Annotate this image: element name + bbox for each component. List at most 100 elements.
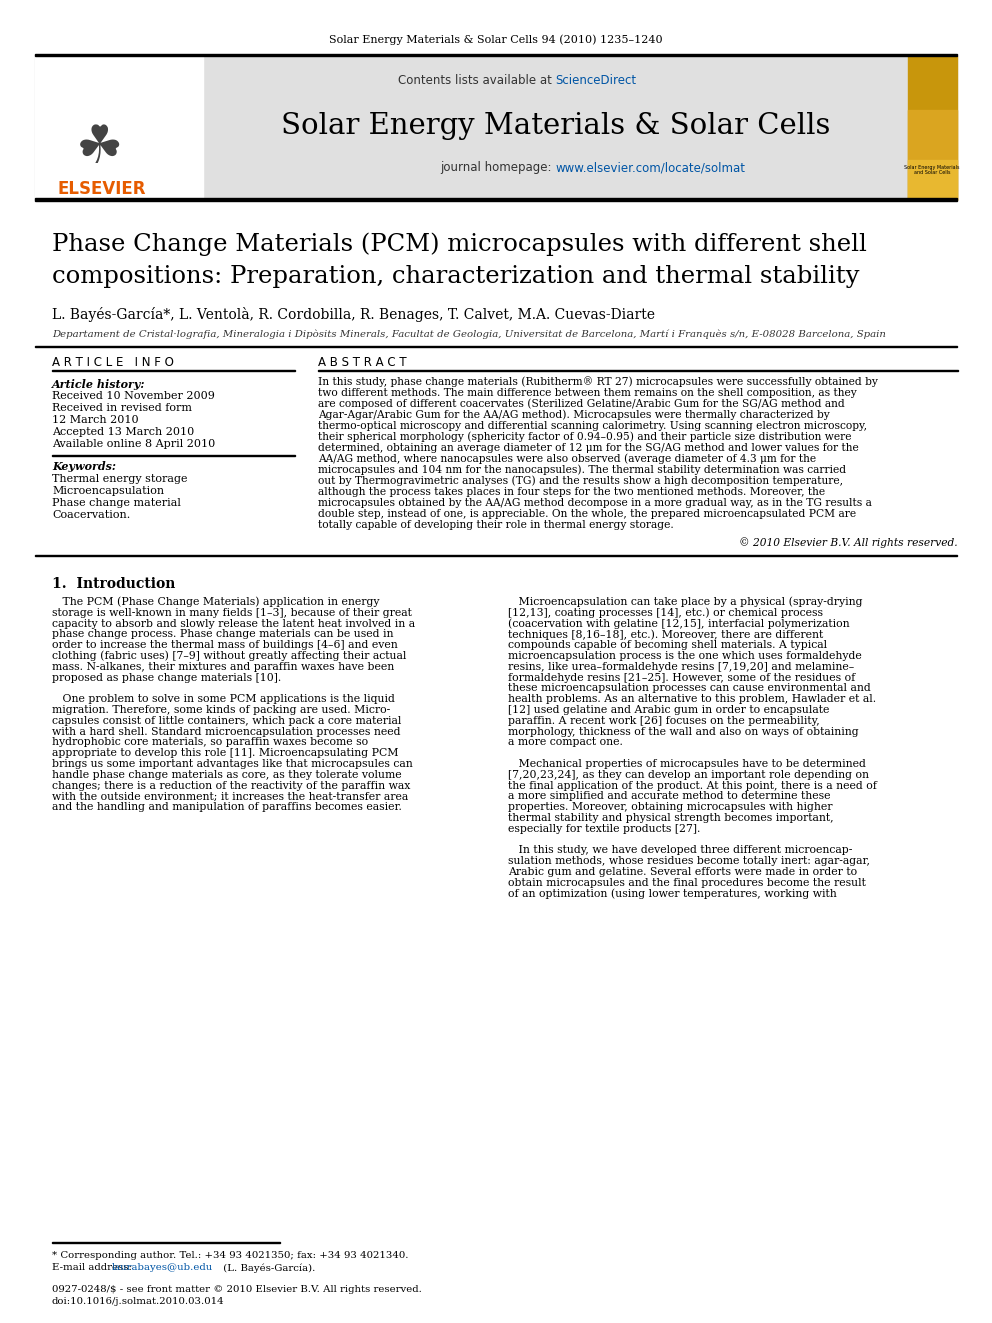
Text: Mechanical properties of microcapsules have to be determined: Mechanical properties of microcapsules h… <box>508 759 866 769</box>
Text: sulation methods, whose residues become totally inert: agar-agar,: sulation methods, whose residues become … <box>508 856 870 867</box>
Text: In this study, we have developed three different microencap-: In this study, we have developed three d… <box>508 845 852 856</box>
Text: (coacervation with gelatine [12,15], interfacial polymerization: (coacervation with gelatine [12,15], int… <box>508 618 849 628</box>
Text: Keywords:: Keywords: <box>52 462 116 472</box>
Bar <box>908 56 957 200</box>
Text: Departament de Cristal·lografia, Mineralogia i Dipòsits Minerals, Facultat de Ge: Departament de Cristal·lografia, Mineral… <box>52 329 886 339</box>
Bar <box>35 53 957 56</box>
Text: L. Bayés-García*, L. Ventolà, R. Cordobilla, R. Benages, T. Calvet, M.A. Cuevas-: L. Bayés-García*, L. Ventolà, R. Cordobi… <box>52 307 655 321</box>
Text: proposed as phase change materials [10].: proposed as phase change materials [10]. <box>52 672 282 683</box>
Bar <box>908 160 957 200</box>
Text: [7,20,23,24], as they can develop an important role depending on: [7,20,23,24], as they can develop an imp… <box>508 770 869 779</box>
Text: two different methods. The main difference between them remains on the shell com: two different methods. The main differen… <box>318 388 857 398</box>
Text: double step, instead of one, is appreciable. On the whole, the prepared microenc: double step, instead of one, is apprecia… <box>318 509 856 519</box>
Text: In this study, phase change materials (Rubitherm® RT 27) microcapsules were succ: In this study, phase change materials (R… <box>318 377 878 388</box>
Text: Solar Energy Materials & Solar Cells 94 (2010) 1235–1240: Solar Energy Materials & Solar Cells 94 … <box>329 34 663 45</box>
Text: microcapsules obtained by the AA/AG method decompose in a more gradual way, as i: microcapsules obtained by the AA/AG meth… <box>318 497 872 508</box>
Text: ELSEVIER: ELSEVIER <box>58 180 146 198</box>
Text: capsules consist of little containers, which pack a core material: capsules consist of little containers, w… <box>52 716 402 726</box>
Bar <box>35 56 203 200</box>
Text: Received 10 November 2009: Received 10 November 2009 <box>52 392 215 401</box>
Text: Solar Energy Materials & Solar Cells: Solar Energy Materials & Solar Cells <box>281 112 830 140</box>
Text: hydrophobic core materials, so paraffin waxes become so: hydrophobic core materials, so paraffin … <box>52 737 368 747</box>
Text: although the process takes places in four steps for the two mentioned methods. M: although the process takes places in fou… <box>318 487 825 497</box>
Bar <box>908 110 957 200</box>
Text: laurabayes@ub.edu: laurabayes@ub.edu <box>112 1263 213 1273</box>
Text: Available online 8 April 2010: Available online 8 April 2010 <box>52 439 215 448</box>
Text: Thermal energy storage: Thermal energy storage <box>52 474 187 484</box>
Text: One problem to solve in some PCM applications is the liquid: One problem to solve in some PCM applica… <box>52 695 395 704</box>
Text: AA/AG method, where nanocapsules were also observed (average diameter of 4.3 μm : AA/AG method, where nanocapsules were al… <box>318 454 816 464</box>
Text: morphology, thickness of the wall and also on ways of obtaining: morphology, thickness of the wall and al… <box>508 726 859 737</box>
Text: a more compact one.: a more compact one. <box>508 737 623 747</box>
Text: Agar-Agar/Arabic Gum for the AA/AG method). Microcapsules were thermally charact: Agar-Agar/Arabic Gum for the AA/AG metho… <box>318 410 829 421</box>
Text: 1.  Introduction: 1. Introduction <box>52 577 176 591</box>
Text: Solar Energy Materials
and Solar Cells: Solar Energy Materials and Solar Cells <box>905 164 959 176</box>
Bar <box>35 197 957 201</box>
Text: Accepted 13 March 2010: Accepted 13 March 2010 <box>52 427 194 437</box>
Text: of an optimization (using lower temperatures, working with: of an optimization (using lower temperat… <box>508 888 836 898</box>
Text: journal homepage:: journal homepage: <box>440 161 556 175</box>
Text: © 2010 Elsevier B.V. All rights reserved.: © 2010 Elsevier B.V. All rights reserved… <box>739 537 958 549</box>
Text: determined, obtaining an average diameter of 12 μm for the SG/AG method and lowe: determined, obtaining an average diamete… <box>318 443 859 452</box>
Text: migration. Therefore, some kinds of packing are used. Micro-: migration. Therefore, some kinds of pack… <box>52 705 390 714</box>
Text: properties. Moreover, obtaining microcapsules with higher: properties. Moreover, obtaining microcap… <box>508 802 832 812</box>
Text: Coacervation.: Coacervation. <box>52 509 130 520</box>
Text: ScienceDirect: ScienceDirect <box>556 74 637 86</box>
Text: out by Thermogravimetric analyses (TG) and the results show a high decomposition: out by Thermogravimetric analyses (TG) a… <box>318 476 843 487</box>
Text: with the outside environment; it increases the heat-transfer area: with the outside environment; it increas… <box>52 791 409 802</box>
Text: Arabic gum and gelatine. Several efforts were made in order to: Arabic gum and gelatine. Several efforts… <box>508 867 857 877</box>
Text: A B S T R A C T: A B S T R A C T <box>318 356 407 369</box>
Text: Microencapsulation: Microencapsulation <box>52 486 164 496</box>
Text: order to increase the thermal mass of buildings [4–6] and even: order to increase the thermal mass of bu… <box>52 640 398 650</box>
Text: clothing (fabric uses) [7–9] without greatly affecting their actual: clothing (fabric uses) [7–9] without gre… <box>52 651 407 662</box>
Text: Received in revised form: Received in revised form <box>52 404 192 413</box>
Text: Phase change material: Phase change material <box>52 497 181 508</box>
Text: Phase Change Materials (PCM) microcapsules with different shell: Phase Change Materials (PCM) microcapsul… <box>52 233 867 255</box>
Text: * Corresponding author. Tel.: +34 93 4021350; fax: +34 93 4021340.: * Corresponding author. Tel.: +34 93 402… <box>52 1252 409 1261</box>
Text: obtain microcapsules and the final procedures become the result: obtain microcapsules and the final proce… <box>508 877 866 888</box>
Text: Article history:: Article history: <box>52 378 146 389</box>
Text: brings us some important advantages like that microcapsules can: brings us some important advantages like… <box>52 759 413 769</box>
Text: compounds capable of becoming shell materials. A typical: compounds capable of becoming shell mate… <box>508 640 827 650</box>
Text: appropriate to develop this role [11]. Microencapsulating PCM: appropriate to develop this role [11]. M… <box>52 749 399 758</box>
Text: The PCM (Phase Change Materials) application in energy: The PCM (Phase Change Materials) applica… <box>52 597 380 607</box>
Text: 12 March 2010: 12 March 2010 <box>52 415 139 425</box>
Text: health problems. As an alternative to this problem, Hawlader et al.: health problems. As an alternative to th… <box>508 695 876 704</box>
Text: Contents lists available at: Contents lists available at <box>398 74 556 86</box>
Text: changes; there is a reduction of the reactivity of the paraffin wax: changes; there is a reduction of the rea… <box>52 781 411 791</box>
Text: especially for textile products [27].: especially for textile products [27]. <box>508 824 700 833</box>
Text: and the handling and manipulation of paraffins becomes easier.: and the handling and manipulation of par… <box>52 802 402 812</box>
Text: techniques [8,16–18], etc.). Moreover, there are different: techniques [8,16–18], etc.). Moreover, t… <box>508 630 823 640</box>
Text: thermo-optical microscopy and differential scanning calorimetry. Using scanning : thermo-optical microscopy and differenti… <box>318 421 867 431</box>
Text: [12,13], coating processes [14], etc.) or chemical process: [12,13], coating processes [14], etc.) o… <box>508 607 823 618</box>
Text: resins, like urea–formaldehyde resins [7,19,20] and melamine–: resins, like urea–formaldehyde resins [7… <box>508 662 854 672</box>
Text: www.elsevier.com/locate/solmat: www.elsevier.com/locate/solmat <box>556 161 746 175</box>
Text: 0927-0248/$ - see front matter © 2010 Elsevier B.V. All rights reserved.: 0927-0248/$ - see front matter © 2010 El… <box>52 1286 422 1294</box>
Text: microcapsules and 104 nm for the nanocapsules). The thermal stability determinat: microcapsules and 104 nm for the nanocap… <box>318 464 846 475</box>
Text: (L. Bayés-García).: (L. Bayés-García). <box>220 1263 315 1273</box>
Text: formaldehyde resins [21–25]. However, some of the residues of: formaldehyde resins [21–25]. However, so… <box>508 672 855 683</box>
Text: handle phase change materials as core, as they tolerate volume: handle phase change materials as core, a… <box>52 770 402 779</box>
Text: with a hard shell. Standard microencapsulation processes need: with a hard shell. Standard microencapsu… <box>52 726 401 737</box>
Text: microencapsulation process is the one which uses formaldehyde: microencapsulation process is the one wh… <box>508 651 862 662</box>
Text: compositions: Preparation, characterization and thermal stability: compositions: Preparation, characterizat… <box>52 266 859 288</box>
Text: ☘: ☘ <box>76 122 124 175</box>
Text: totally capable of developing their role in thermal energy storage.: totally capable of developing their role… <box>318 520 674 531</box>
Text: phase change process. Phase change materials can be used in: phase change process. Phase change mater… <box>52 630 394 639</box>
Text: the final application of the product. At this point, there is a need of: the final application of the product. At… <box>508 781 877 791</box>
Text: [12] used gelatine and Arabic gum in order to encapsulate: [12] used gelatine and Arabic gum in ord… <box>508 705 829 714</box>
Text: A R T I C L E   I N F O: A R T I C L E I N F O <box>52 356 174 369</box>
Text: storage is well-known in many fields [1–3], because of their great: storage is well-known in many fields [1–… <box>52 607 412 618</box>
Text: thermal stability and physical strength becomes important,: thermal stability and physical strength … <box>508 814 833 823</box>
Text: paraffin. A recent work [26] focuses on the permeability,: paraffin. A recent work [26] focuses on … <box>508 716 819 726</box>
Bar <box>35 56 957 200</box>
Text: Microencapsulation can take place by a physical (spray-drying: Microencapsulation can take place by a p… <box>508 597 862 607</box>
Text: these microencapsulation processes can cause environmental and: these microencapsulation processes can c… <box>508 684 871 693</box>
Text: E-mail address:: E-mail address: <box>52 1263 135 1273</box>
Text: are composed of different coacervates (Sterilized Gelatine/Arabic Gum for the SG: are composed of different coacervates (S… <box>318 398 845 409</box>
Text: a more simplified and accurate method to determine these: a more simplified and accurate method to… <box>508 791 830 802</box>
Text: mass. N-alkanes, their mixtures and paraffin waxes have been: mass. N-alkanes, their mixtures and para… <box>52 662 394 672</box>
Text: their spherical morphology (sphericity factor of 0.94–0.95) and their particle s: their spherical morphology (sphericity f… <box>318 431 851 442</box>
Text: capacity to absorb and slowly release the latent heat involved in a: capacity to absorb and slowly release th… <box>52 619 415 628</box>
Text: doi:10.1016/j.solmat.2010.03.014: doi:10.1016/j.solmat.2010.03.014 <box>52 1298 224 1307</box>
